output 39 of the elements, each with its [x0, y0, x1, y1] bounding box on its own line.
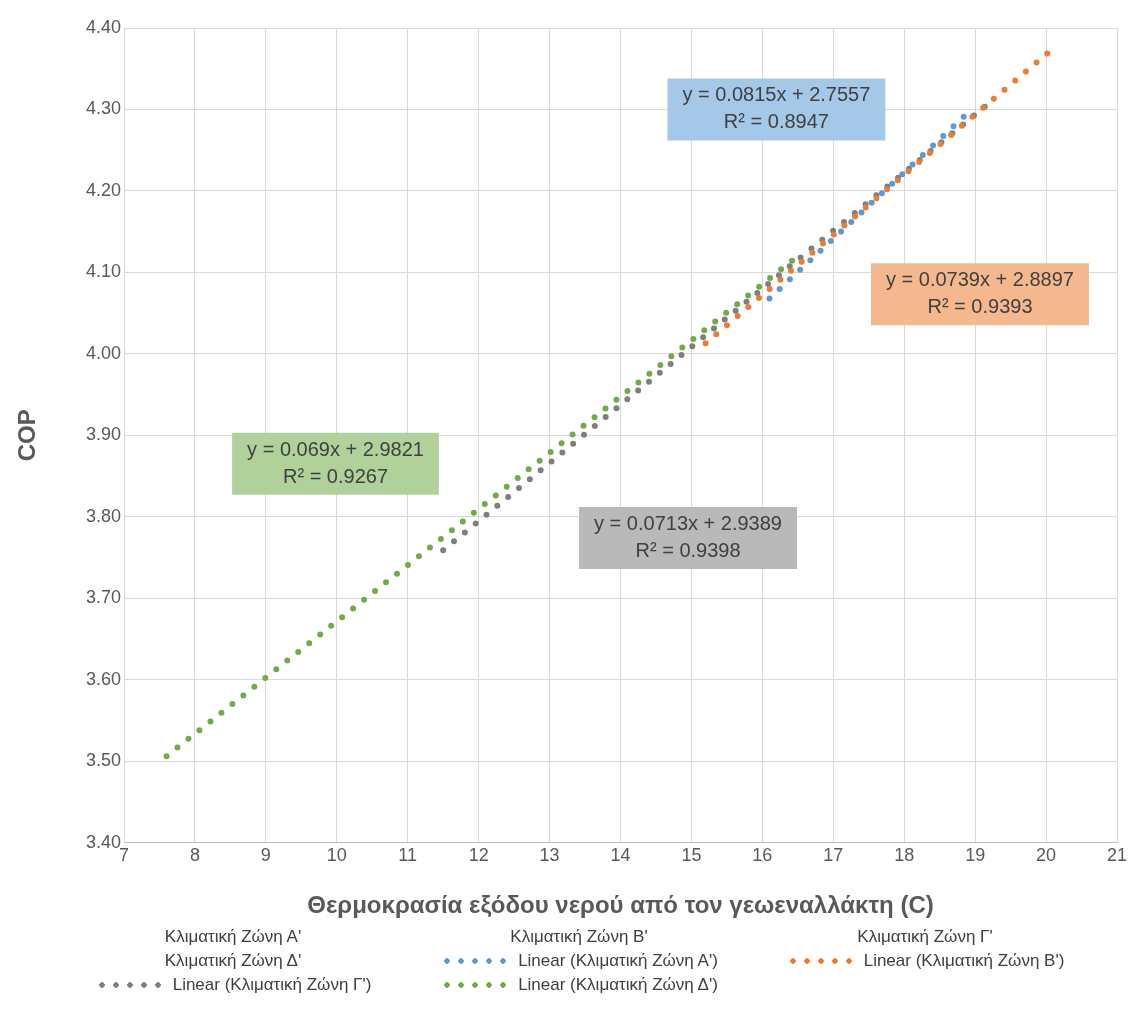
text: Κλιματική Ζώνη Δ': [163, 950, 303, 972]
text: Κλιματική Ζώνη Γ': [856, 926, 994, 948]
y-tick-label: 4.00: [85, 342, 121, 363]
x-tick-label: 13: [539, 845, 560, 866]
y-tick-label: 3.50: [85, 750, 121, 771]
x-tick-label: 9: [260, 845, 271, 866]
annotation: y = 0.069x + 2.9821 R² = 0.9267: [247, 437, 424, 487]
legend-label: Linear (Κλιματική Ζώνη Γ'): [172, 975, 372, 995]
x-tick-label: 15: [681, 845, 702, 866]
y-tick-label: 3.80: [85, 505, 121, 526]
y-tick-label: 3.40: [85, 831, 121, 852]
x-tick-label: 17: [823, 845, 844, 866]
x-tick-label: 12: [468, 845, 489, 866]
x-tick-label: 11: [398, 845, 418, 866]
x-tick-label: 18: [894, 845, 915, 866]
x-tick-label: 16: [752, 845, 773, 866]
annotation: y = 0.0739x + 2.8897 R² = 0.9393: [886, 268, 1074, 318]
annotation: y = 0.0815x + 2.7557 R² = 0.8947: [682, 83, 871, 133]
x-tick-label: 14: [610, 845, 631, 866]
y-tick-label: 4.40: [85, 16, 121, 37]
y-tick-label: 4.20: [85, 179, 121, 200]
y-tick-label: 4.30: [85, 98, 121, 119]
text: Κλιματική Ζώνη Α': [163, 926, 303, 948]
legend-label: Linear (Κλιματική Ζώνη Α'): [518, 951, 718, 971]
legend-label: Linear (Κλιματική Ζώνη Δ'): [518, 975, 718, 995]
x-axis-title: Θερμοκρασία εξόδου νερού από τον γεωεναλλάκτη (C): [307, 891, 934, 919]
x-tick-label: 8: [189, 845, 200, 866]
text: Κλιματική Ζώνη Β': [509, 926, 649, 948]
y-tick-label: 4.10: [85, 261, 121, 282]
y-tick-label: 3.60: [85, 668, 121, 689]
x-tick-label: 20: [1036, 845, 1057, 866]
legend-label: Linear (Κλιματική Ζώνη Β'): [863, 951, 1065, 971]
y-tick-label: 3.70: [85, 587, 121, 608]
annotation: y = 0.0713x + 2.9389 R² = 0.9398: [594, 511, 782, 561]
x-tick-label: 21: [1106, 845, 1128, 866]
y-tick-label: 3.90: [85, 424, 121, 445]
y-axis-title: COP: [13, 409, 41, 462]
x-tick-label: 10: [326, 845, 347, 866]
x-tick-label: 19: [965, 845, 986, 866]
